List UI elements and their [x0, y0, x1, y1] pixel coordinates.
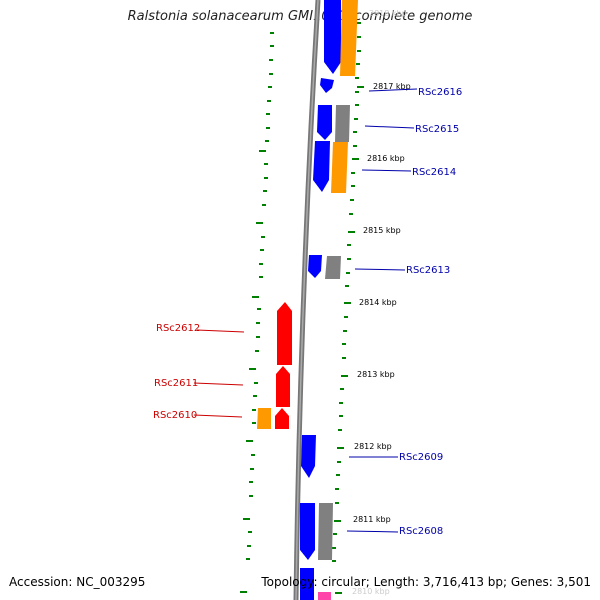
gene-arrow — [300, 503, 315, 560]
gene-label[interactable]: RSc2615 — [415, 124, 459, 135]
gene-label[interactable]: RSc2614 — [412, 167, 456, 178]
plus-strand-features — [300, 0, 358, 600]
feature-block — [325, 256, 341, 279]
plus-gene-labels: RSc2616 RSc2615 RSc2614 RSc2613 RSc2609 … — [399, 87, 462, 537]
gene-arrow — [277, 302, 292, 365]
kbp-label: 2814 kbp — [359, 298, 397, 307]
gene-arrow — [320, 78, 334, 93]
gene-arrow — [301, 435, 316, 478]
plus-gene-leaders — [346, 88, 418, 533]
gene-label[interactable]: RSc2612 — [156, 323, 200, 334]
outer-tick-marks — [332, 22, 364, 594]
gene-label[interactable]: RSc2611 — [154, 378, 198, 389]
gene-label[interactable]: RSc2613 — [406, 265, 450, 276]
minus-gene-labels: RSc2612 RSc2611 RSc2610 — [153, 323, 200, 421]
gene-label[interactable]: RSc2608 — [399, 526, 443, 537]
gene-label[interactable]: RSc2616 — [418, 87, 462, 98]
minus-strand-features — [257, 302, 292, 429]
faded-kbp-label: 2810 kbp — [352, 587, 390, 596]
gene-arrow — [313, 141, 330, 192]
faded-kbp-label: 2818 kbp — [369, 9, 407, 18]
feature-block — [340, 0, 358, 76]
accession-text: Accession: NC_003295 — [9, 575, 146, 589]
map-title: Ralstonia solanacearum GMI1000, complete… — [127, 9, 473, 24]
kbp-label: 2812 kbp — [354, 442, 392, 451]
kbp-label: 2813 kbp — [357, 370, 395, 379]
gene-label[interactable]: RSc2609 — [399, 452, 443, 463]
genome-summary-text: Topology: circular; Length: 3,716,413 bp… — [261, 575, 591, 589]
feature-block — [335, 105, 350, 142]
kbp-label: 2817 kbp — [373, 82, 411, 91]
gene-label[interactable]: RSc2610 — [153, 410, 197, 421]
feature-block — [331, 142, 348, 193]
minus-gene-leaders — [193, 329, 245, 418]
gene-arrow — [324, 0, 341, 74]
gene-arrow — [275, 408, 289, 429]
kbp-label: 2816 kbp — [367, 154, 405, 163]
gene-arrow — [276, 366, 290, 407]
kbp-label: 2811 kbp — [353, 515, 391, 524]
feature-block — [318, 592, 331, 600]
gene-arrow — [300, 568, 314, 600]
kbp-labels: 2817 kbp 2816 kbp 2815 kbp 2814 kbp 2813… — [353, 82, 411, 524]
gene-arrow — [317, 105, 332, 140]
feature-block — [257, 408, 271, 429]
gene-arrow — [308, 255, 322, 278]
inner-tick-marks — [240, 32, 274, 593]
kbp-label: 2815 kbp — [363, 226, 401, 235]
feature-block — [318, 503, 333, 560]
